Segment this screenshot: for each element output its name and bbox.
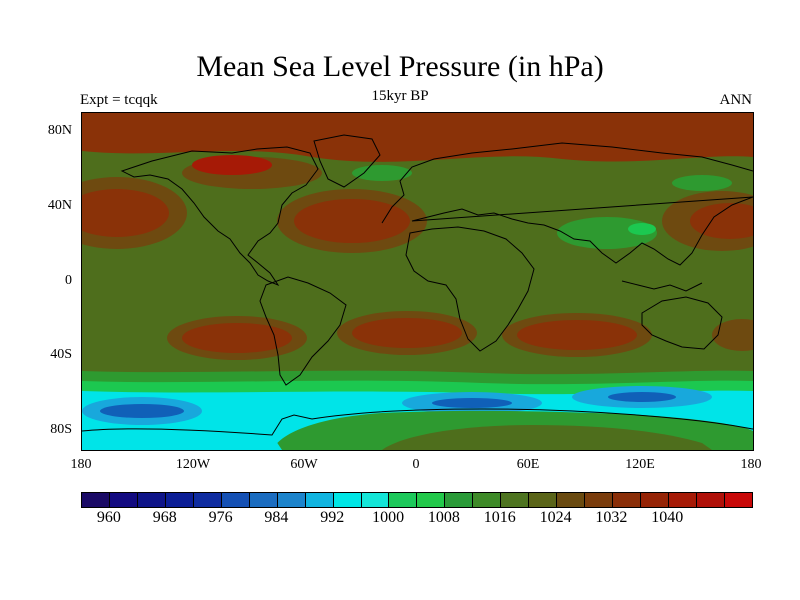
color-legend [81,492,753,508]
pressure-map [81,112,754,451]
lat-label-80s: 80S [50,422,72,437]
sw-pacific-high [712,319,753,351]
legend-swatch [82,493,110,507]
legend-swatch [109,493,138,507]
lon-label-180-west: 180 [70,457,92,472]
lon-label-120e: 120E [625,457,655,472]
indian-high-core [517,320,637,350]
coastlines [82,134,753,436]
lat-label-40s: 40S [50,347,72,362]
legend-label: 1040 [651,509,684,526]
legend-label: 984 [264,509,289,526]
asia-low-core [628,223,656,235]
south-pacific-high-core [182,323,292,353]
legend-swatch [221,493,250,507]
experiment-label: Expt = tcqqk [80,92,158,108]
legend-swatch [361,493,390,507]
legend-label: 992 [320,509,345,526]
lon-label-0: 0 [412,457,420,472]
antarctic-west-cyan [82,428,282,450]
legend-label: 1016 [483,509,516,526]
circumpolar-low-west-core [100,404,184,418]
coast-indonesia [621,280,703,292]
legend-swatch [165,493,194,507]
circumpolar-low-central-core [432,398,512,408]
coast-antarctica [82,408,753,436]
legend-swatch [585,493,614,507]
antarctic-plateau [382,425,712,450]
legend-swatch [529,493,558,507]
circumpolar-low-east-core [608,392,676,402]
legend-swatch [473,493,502,507]
season-label: ANN [719,92,753,108]
legend-swatch [724,493,752,507]
south-atlantic-high-core [352,318,462,348]
legend-swatch [417,493,446,507]
legend-label: 1032 [595,509,628,526]
iceland-low [352,165,412,181]
arctic-high-edge [82,143,753,162]
lat-label-80n: 80N [47,123,72,138]
coast-africa [405,226,535,352]
coast-australia [641,296,723,350]
map-canvas [82,113,753,450]
legend-label: 960 [96,509,121,526]
legend-swatch [137,493,166,507]
coast-south-america [259,276,347,386]
legend-label: 1000 [372,509,405,526]
chart-title: Mean Sea Level Pressure (in hPa) [196,50,604,83]
legend-swatch [641,493,670,507]
legend-swatch [445,493,474,507]
azores-high-core [294,199,410,243]
coast-greenland [313,134,381,188]
lon-label-60e: 60E [516,457,540,472]
lon-label-120w: 120W [175,457,211,472]
legend-swatch [305,493,334,507]
legend-swatch [613,493,642,507]
legend-swatch [501,493,530,507]
coast-eurasia [381,142,753,266]
legend-label: 1008 [427,509,460,526]
coast-north-america [120,146,319,287]
legend-swatch [193,493,222,507]
legend-swatch [277,493,306,507]
legend-label: 968 [152,509,177,526]
lon-label-180-east: 180 [740,457,762,472]
lat-label-0: 0 [65,273,72,288]
lon-label-60w: 60W [290,457,318,472]
legend-swatch [669,493,697,507]
na-high-core [192,155,272,175]
lat-label-40n: 40N [47,198,72,213]
chart-subtitle: 15kyr BP [371,88,429,104]
legend-swatch [389,493,418,507]
north-pacific-high-core [82,189,169,237]
legend-label: 976 [208,509,233,526]
aleutian-low [672,175,732,191]
legend-swatch [696,493,725,507]
legend-swatch [557,493,586,507]
legend-swatch [249,493,278,507]
legend-swatch [333,493,362,507]
legend-label: 1024 [539,509,572,526]
